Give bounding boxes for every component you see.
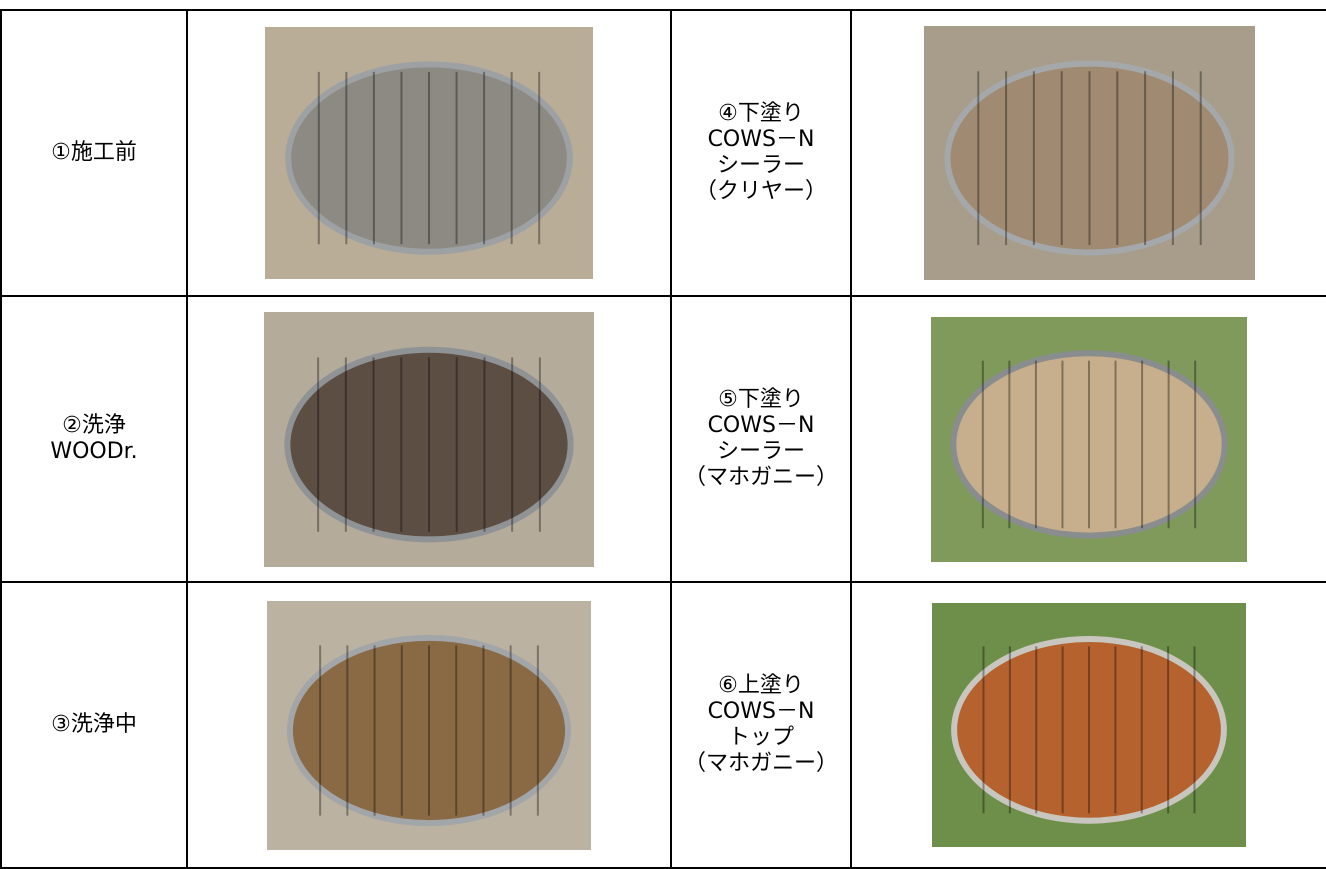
label-line: ⑥上塗り — [718, 673, 804, 698]
table-top — [956, 355, 1222, 533]
photo — [923, 26, 1255, 280]
label-line: WOODr. — [50, 439, 138, 464]
label-line: シーラー — [716, 153, 805, 178]
photo-cell — [850, 581, 1326, 869]
photo-cell — [850, 295, 1326, 583]
step-label: ⑥上塗り COWS－N トップ （マホガニー） — [670, 581, 852, 869]
label-line: シーラー — [716, 439, 805, 464]
label-line: ④下塗り — [718, 101, 804, 126]
photo — [932, 603, 1246, 847]
table-row: ①施工前 ④下塗り COWS－N シーラー （クリヤー） — [0, 9, 1326, 297]
label-line: COWS－N — [707, 413, 815, 438]
label-line: （マホガニー） — [683, 465, 838, 490]
label-line: ⑤下塗り — [718, 387, 804, 412]
photo — [264, 311, 594, 567]
table-row: ②洗浄 WOODr. ⑤下塗り COWS－N シーラー （マホガニー） — [0, 295, 1326, 583]
process-table: ①施工前 ④下塗り COWS－N シーラー （クリヤー） ②洗浄 WOODr. ⑤下塗り COW… — [0, 9, 1326, 869]
table-top — [291, 67, 567, 249]
photo-cell — [186, 295, 672, 583]
photo — [267, 600, 591, 850]
photo — [265, 27, 593, 279]
table-top — [957, 642, 1221, 818]
step-label: ②洗浄 WOODr. — [0, 295, 188, 583]
label-line: ③洗浄中 — [51, 712, 137, 737]
step-label: ③洗浄中 — [0, 581, 188, 869]
label-line: （クリヤー） — [694, 179, 827, 204]
photo — [931, 316, 1247, 562]
label-line: COWS－N — [707, 699, 815, 724]
label-line: COWS－N — [707, 127, 815, 152]
table-top — [292, 640, 566, 820]
table-top — [290, 352, 568, 536]
step-label: ④下塗り COWS－N シーラー （クリヤー） — [670, 9, 852, 297]
step-label: ⑤下塗り COWS－N シーラー （マホガニー） — [670, 295, 852, 583]
label-line: ②洗浄 — [62, 413, 126, 438]
label-line: トップ — [727, 725, 794, 750]
label-line: （マホガニー） — [683, 751, 838, 776]
photo-cell — [850, 9, 1326, 297]
step-label: ①施工前 — [0, 9, 188, 297]
table-body: ①施工前 ④下塗り COWS－N シーラー （クリヤー） ②洗浄 WOODr. ⑤下塗り COW… — [0, 9, 1326, 869]
label-line: ①施工前 — [51, 140, 137, 165]
photo-cell — [186, 581, 672, 869]
table-row: ③洗浄中 ⑥上塗り COWS－N トップ （マホガニー） — [0, 581, 1326, 869]
photo-cell — [186, 9, 672, 297]
table-top — [949, 66, 1229, 250]
